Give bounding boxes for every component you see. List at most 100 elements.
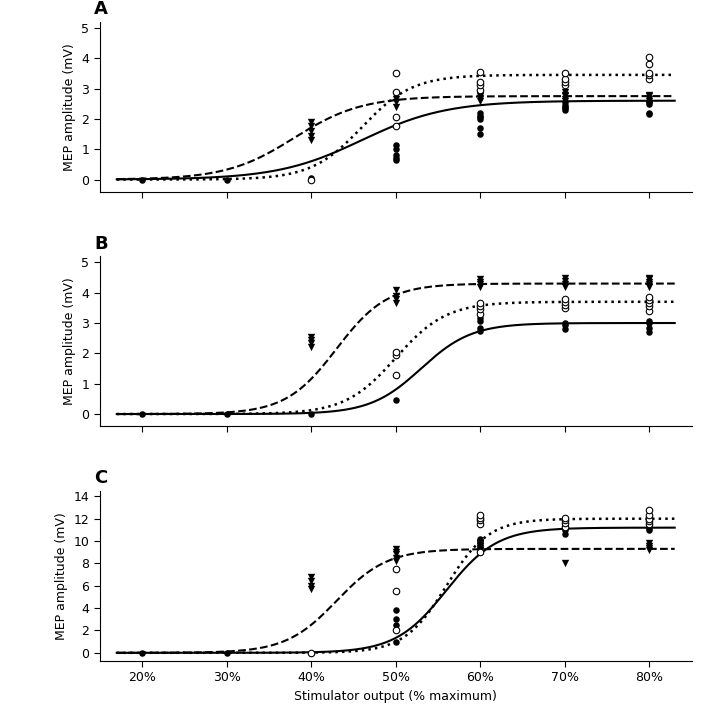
Point	[559, 299, 570, 311]
Point	[390, 293, 401, 304]
Point	[475, 518, 486, 530]
Point	[644, 520, 655, 531]
Point	[305, 121, 317, 132]
Point	[390, 552, 401, 563]
Point	[390, 394, 401, 406]
Point	[559, 99, 570, 111]
Point	[475, 316, 486, 327]
Point	[644, 95, 655, 107]
Point	[559, 272, 570, 283]
Point	[475, 539, 486, 551]
Point	[559, 521, 570, 532]
Point	[475, 277, 486, 288]
Point	[305, 583, 317, 595]
Point	[559, 86, 570, 97]
Point	[644, 69, 655, 81]
Point	[390, 94, 401, 105]
Point	[390, 605, 401, 616]
Point	[644, 504, 655, 515]
Point	[559, 302, 570, 314]
Point	[136, 174, 148, 185]
Point	[644, 295, 655, 306]
Point	[475, 112, 486, 123]
Point	[559, 104, 570, 115]
Point	[644, 537, 655, 549]
Point	[475, 91, 486, 103]
Point	[475, 66, 486, 78]
Point	[136, 408, 148, 420]
Point	[559, 80, 570, 91]
Text: A: A	[94, 1, 108, 18]
Point	[475, 547, 486, 558]
Point	[644, 108, 655, 120]
Point	[390, 613, 401, 625]
Point	[475, 281, 486, 293]
Point	[644, 298, 655, 309]
Point	[305, 337, 317, 348]
Point	[390, 139, 401, 150]
Text: C: C	[94, 469, 107, 487]
Point	[559, 520, 570, 531]
Point	[644, 51, 655, 62]
Point	[475, 544, 486, 556]
Point	[305, 334, 317, 346]
X-axis label: Stimulator output (% maximum): Stimulator output (% maximum)	[294, 690, 497, 703]
Point	[390, 563, 401, 575]
Point	[390, 636, 401, 648]
Y-axis label: MEP amplitude (mV): MEP amplitude (mV)	[55, 512, 68, 640]
Point	[475, 80, 486, 91]
Point	[559, 68, 570, 79]
Point	[644, 539, 655, 551]
Point	[305, 647, 317, 658]
Point	[475, 107, 486, 118]
Point	[559, 524, 570, 536]
Point	[644, 518, 655, 530]
Point	[644, 90, 655, 102]
Point	[559, 529, 570, 540]
Point	[559, 319, 570, 330]
Point	[221, 174, 232, 185]
Point	[305, 576, 317, 587]
Point	[559, 323, 570, 335]
Point	[644, 515, 655, 527]
Point	[475, 278, 486, 290]
Point	[644, 317, 655, 329]
Point	[475, 514, 486, 526]
Y-axis label: MEP amplitude (mV): MEP amplitude (mV)	[63, 43, 76, 171]
Point	[475, 303, 486, 315]
Point	[305, 172, 317, 184]
Point	[644, 277, 655, 288]
Point	[475, 90, 486, 102]
Point	[475, 298, 486, 309]
Point	[475, 510, 486, 521]
Point	[305, 134, 317, 146]
Point	[390, 298, 401, 309]
Point	[644, 305, 655, 317]
Point	[305, 647, 317, 658]
Point	[390, 86, 401, 97]
Point	[644, 524, 655, 536]
Point	[305, 130, 317, 142]
Point	[475, 541, 486, 552]
Point	[559, 89, 570, 100]
Point	[475, 313, 486, 325]
Point	[644, 273, 655, 285]
Point	[390, 349, 401, 361]
Point	[644, 278, 655, 290]
Point	[390, 90, 401, 102]
Point	[136, 647, 148, 658]
Point	[559, 101, 570, 113]
Point	[644, 89, 655, 100]
Point	[559, 558, 570, 569]
Point	[475, 537, 486, 549]
Point	[559, 293, 570, 304]
Point	[475, 122, 486, 134]
Point	[644, 272, 655, 283]
Point	[559, 274, 570, 286]
Point	[390, 624, 401, 636]
Point	[644, 544, 655, 556]
Point	[390, 154, 401, 166]
Point	[644, 281, 655, 293]
Point	[644, 98, 655, 110]
Point	[305, 331, 317, 343]
